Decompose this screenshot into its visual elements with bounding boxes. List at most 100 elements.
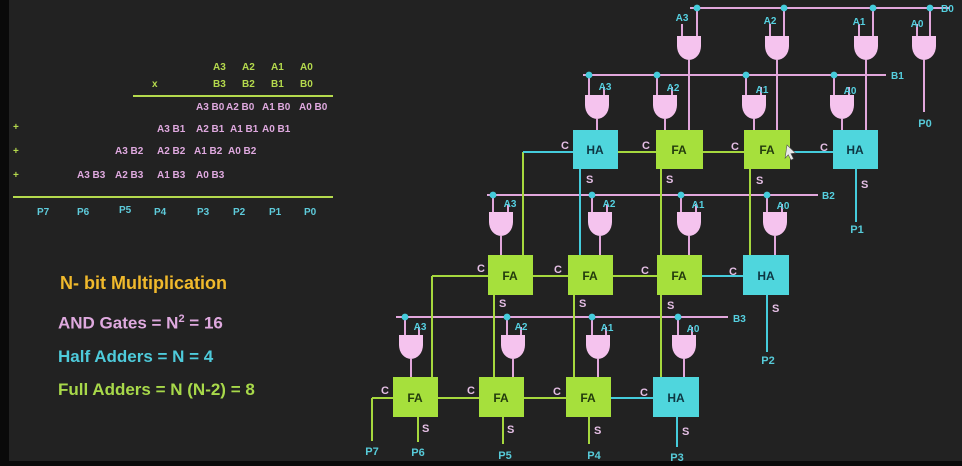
adder-box-label: HA	[586, 143, 604, 157]
half-adder-box	[573, 130, 618, 169]
product-bit: P3	[197, 207, 210, 218]
and-gates	[399, 36, 936, 359]
product-output-label: P7	[365, 446, 378, 458]
partial-product: A2 B1	[196, 124, 225, 135]
sum-label: S	[594, 425, 601, 437]
multiplicand-bit: A1	[271, 62, 284, 73]
full-adder-box	[479, 377, 524, 417]
adder-box-label: HA	[846, 143, 864, 157]
and-input-label: A2	[603, 199, 616, 210]
and-gate	[501, 335, 525, 359]
b-rail-label: B2	[822, 191, 835, 202]
and-input-label: A1	[756, 85, 769, 96]
junction-dot	[869, 4, 877, 12]
sum-label: S	[586, 174, 593, 186]
partial-product: A0 B0	[299, 102, 328, 113]
product-bit: P6	[77, 207, 90, 218]
product-output-label: P6	[411, 447, 424, 459]
sum-label: S	[756, 175, 763, 187]
and-gate	[585, 95, 609, 119]
junction-dot	[926, 4, 934, 12]
partial-product: A0 B2	[228, 146, 257, 157]
adder-box-label: FA	[759, 143, 775, 157]
partial-product: A0 B3	[196, 170, 225, 181]
adder-box-label: FA	[407, 391, 423, 405]
sum-label: S	[861, 179, 868, 191]
partial-product: A2 B3	[115, 170, 144, 181]
junction-dot	[693, 4, 701, 12]
full-adder-box	[566, 377, 611, 417]
half-adder-box	[833, 130, 878, 169]
product-bit: P7	[37, 207, 50, 218]
plus-sign: +	[13, 170, 19, 181]
and-gate	[672, 335, 696, 359]
sum-label: S	[507, 424, 514, 436]
junction-dot	[653, 71, 661, 79]
slide-title: N- bit Multiplication	[60, 273, 227, 293]
and-input-label: A2	[764, 16, 777, 27]
full-adders-formula: Full Adders = N (N-2) = 8	[58, 380, 255, 399]
and-gate	[399, 335, 423, 359]
and-input-label: A1	[692, 200, 705, 211]
carry-label: C	[561, 140, 569, 152]
multiplier-bit: B0	[300, 79, 313, 90]
carry-label: C	[729, 266, 737, 278]
b-rail-label: B0	[941, 4, 954, 15]
product-bit: P5	[119, 205, 132, 216]
formula-superscript: 2	[178, 313, 185, 325]
carry-label: C	[640, 387, 648, 399]
plus-sign: +	[13, 146, 19, 157]
and-input-label: A3	[676, 13, 689, 24]
b-rail-label: B3	[733, 314, 746, 325]
multiplier-bit: B1	[271, 79, 284, 90]
partial-product: A0 B1	[262, 124, 291, 135]
carry-label: C	[381, 385, 389, 397]
full-adder-box	[393, 377, 438, 417]
full-adder-box	[488, 255, 533, 295]
multiplicand-bit: A2	[242, 62, 255, 73]
adder-box-label: FA	[582, 269, 598, 283]
formula-text: = 16	[184, 313, 223, 333]
product-bit: P1	[269, 207, 282, 218]
formula-text: AND Gates = N	[58, 313, 179, 333]
partial-product: A3 B1	[157, 124, 186, 135]
partial-product: A1 B0	[262, 102, 291, 113]
full-adder-box	[568, 255, 613, 295]
partial-product: A1 B1	[230, 124, 259, 135]
and-gate	[489, 212, 513, 236]
sum-label: S	[772, 303, 779, 315]
and-input-label: A3	[504, 199, 517, 210]
junction-dot	[763, 191, 771, 199]
sum-label: S	[499, 298, 506, 310]
product-output-label: P4	[587, 450, 601, 462]
adder-box-label: FA	[671, 143, 687, 157]
product-bit: P0	[304, 207, 317, 218]
carry-label: C	[731, 141, 739, 153]
full-adder-box	[657, 255, 702, 295]
adder-box-label: FA	[502, 269, 518, 283]
and-gate	[854, 36, 878, 60]
and-gate	[830, 95, 854, 119]
multiply-sign: x	[152, 79, 158, 90]
junction-dot	[588, 313, 596, 321]
cyan-wires	[523, 151, 857, 447]
junction-dot	[585, 71, 593, 79]
carry-label: C	[820, 142, 828, 154]
partial-product: A3 B3	[77, 170, 106, 181]
and-input-label: A1	[601, 323, 614, 334]
plus-sign: +	[13, 122, 19, 133]
table-rule	[13, 196, 333, 198]
carry-label: C	[477, 263, 485, 275]
multiplier-bit: B2	[242, 79, 255, 90]
adder-box-label: HA	[757, 269, 775, 283]
partial-product: A3 B0	[196, 102, 225, 113]
and-input-label: A0	[844, 86, 857, 97]
adder-box-label: FA	[580, 391, 596, 405]
junction-dot	[742, 71, 750, 79]
and-input-label: A3	[414, 322, 427, 333]
and-input-label: A0	[777, 201, 790, 212]
left-black-bar	[0, 0, 9, 466]
half-adders-formula: Half Adders = N = 4	[58, 347, 214, 366]
and-input-label: A2	[667, 83, 680, 94]
